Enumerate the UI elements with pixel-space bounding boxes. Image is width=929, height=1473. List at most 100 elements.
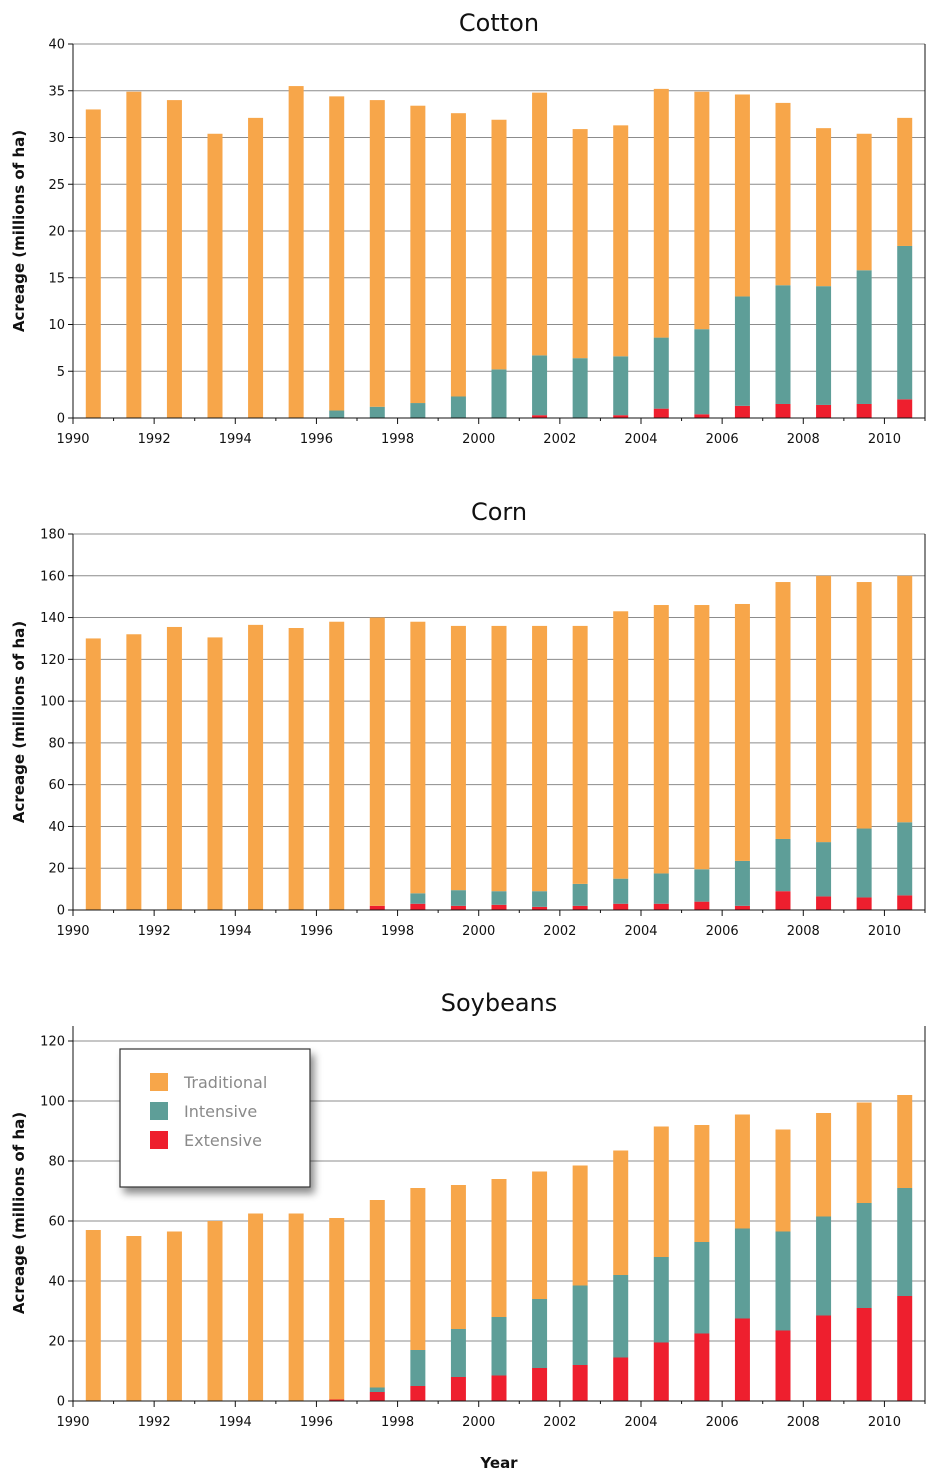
bar-traditional-2005 [694,605,710,870]
bar-extensive-2003 [613,1357,629,1401]
bar-traditional-1991 [126,1236,142,1401]
bar-traditional-1993 [207,637,223,910]
bar-traditional-2001 [532,92,548,356]
bar-traditional-2004 [653,88,669,338]
bar-intensive-2005 [694,869,710,902]
bar-intensive-2002 [572,883,588,906]
bar-traditional-2004 [653,605,669,874]
x-tick-label: 2006 [706,432,739,447]
bar-intensive-2007 [775,1231,791,1331]
bar-intensive-2000 [491,369,507,418]
bar-traditional-2009 [856,133,872,271]
bar-traditional-2004 [653,1126,669,1257]
bar-extensive-2001 [532,1368,548,1401]
bar-traditional-2000 [491,1179,507,1317]
bar-traditional-1997 [369,617,385,906]
bar-traditional-2007 [775,102,791,286]
x-tick-label: 1998 [381,1415,414,1430]
bar-traditional-1997 [369,1200,385,1388]
x-tick-label: 2004 [624,432,657,447]
bar-intensive-2004 [653,873,669,904]
y-tick-label: 40 [48,820,65,835]
x-tick-label: 1994 [219,1415,252,1430]
bar-intensive-2008 [816,842,832,897]
x-tick-label: 1990 [56,432,89,447]
x-tick-label: 1994 [219,432,252,447]
x-tick-label: 2010 [868,924,901,939]
x-tick-label: 2000 [462,1415,495,1430]
bar-traditional-1996 [329,1218,345,1400]
bar-intensive-1998 [410,893,426,904]
bar-traditional-2009 [856,582,872,829]
bar-intensive-1999 [450,396,466,418]
bar-extensive-2009 [856,403,872,418]
y-tick-label: 80 [48,1155,65,1170]
bar-intensive-2005 [694,329,710,415]
bar-traditional-1992 [166,626,182,910]
x-tick-label: 1992 [138,924,171,939]
bar-intensive-1996 [329,410,345,418]
bar-extensive-2006 [734,1318,750,1401]
bar-traditional-1994 [248,117,264,419]
bar-traditional-1999 [450,625,466,891]
bar-intensive-2001 [532,355,548,416]
bar-extensive-2003 [613,415,629,418]
x-tick-label: 2002 [543,432,576,447]
bar-intensive-2010 [897,822,913,896]
bar-traditional-2008 [816,1113,832,1217]
y-tick-label: 100 [40,1095,65,1110]
x-axis-label: Year [479,1454,518,1472]
bar-intensive-2007 [775,285,791,404]
x-tick-label: 1998 [381,432,414,447]
panel-soybeans: Soybeans Acreage (millions of ha) 0 20 40 6… [10,989,926,1472]
bar-traditional-1996 [329,96,345,411]
bar-intensive-2006 [734,1228,750,1319]
bar-extensive-2007 [775,891,791,910]
x-tick-label: 2004 [624,924,657,939]
bar-extensive-2006 [734,905,750,910]
bar-traditional-1997 [369,100,385,407]
y-tick-label: 35 [48,84,65,99]
bar-traditional-1994 [248,1213,264,1401]
bar-extensive-1997 [369,1392,385,1401]
bar-traditional-1992 [166,100,182,418]
bar-traditional-1990 [85,109,101,418]
x-tick-label: 2008 [787,432,820,447]
bar-extensive-2009 [856,1308,872,1401]
bar-intensive-2000 [491,1317,507,1376]
y-tick-label: 0 [57,904,65,919]
bar-intensive-2001 [532,891,548,907]
bar-traditional-1999 [450,113,466,397]
bar-intensive-2006 [734,296,750,406]
bar-traditional-2005 [694,91,710,330]
x-tick-label: 1994 [219,924,252,939]
bar-intensive-2009 [856,828,872,898]
bar-traditional-2003 [613,1150,629,1275]
chart-title: Corn [471,498,527,526]
bar-traditional-1990 [85,1230,101,1401]
bar-extensive-1997 [369,905,385,910]
legend-swatch-traditional [150,1073,168,1091]
bar-intensive-2008 [816,1216,832,1316]
bar-extensive-2009 [856,897,872,910]
x-tick-label: 1990 [56,924,89,939]
y-tick-label: 60 [48,1215,65,1230]
y-tick-label: 0 [57,1395,65,1410]
bar-traditional-1996 [329,621,345,910]
bar-extensive-2002 [572,1365,588,1401]
x-tick-label: 2000 [462,924,495,939]
bar-traditional-1992 [166,1231,182,1401]
bar-extensive-2000 [491,904,507,910]
bar-extensive-2010 [897,399,913,418]
bar-traditional-2005 [694,1125,710,1242]
bar-extensive-2010 [897,1296,913,1401]
x-tick-label: 1996 [300,924,333,939]
chart-title: Soybeans [441,989,558,1017]
y-axis-label: Acreage (millions of ha) [10,130,28,332]
bar-traditional-1998 [410,621,426,894]
bar-extensive-2003 [613,903,629,910]
bar-extensive-2002 [572,905,588,910]
y-tick-label: 30 [48,131,65,146]
bar-traditional-1991 [126,91,142,418]
x-tick-label: 2000 [462,432,495,447]
